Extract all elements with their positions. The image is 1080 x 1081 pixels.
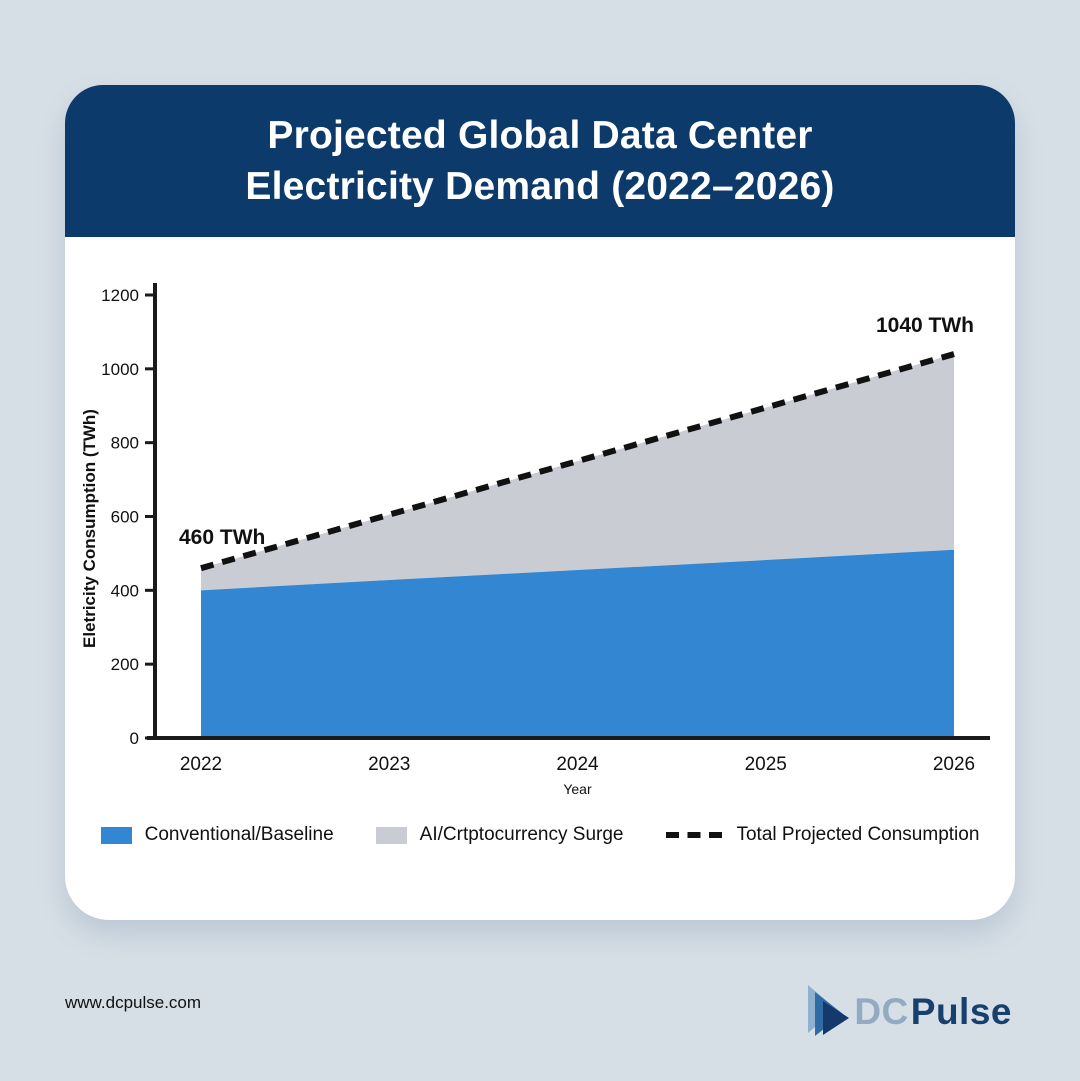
y-tick-label: 800: [111, 434, 139, 453]
y-tick-label: 600: [111, 508, 139, 527]
logo-text-dc: DC: [854, 991, 909, 1032]
y-tick-label: 0: [130, 729, 139, 748]
x-axis-title: Year: [563, 781, 592, 797]
website-url: www.dcpulse.com: [65, 993, 202, 1012]
x-tick-label: 2026: [933, 754, 975, 775]
x-tick-label: 2025: [745, 754, 787, 775]
y-tick-label: 200: [111, 655, 139, 674]
x-tick-label: 2022: [180, 754, 222, 775]
chart-area: 0 200 400 600 800 1000 1200 2022 2023 2024 2025 202…: [65, 270, 1015, 810]
x-tick-label: 2023: [368, 754, 410, 775]
annotation-start-value: 460 TWh: [179, 526, 265, 549]
y-axis-title: Eletricity Consumption (TWh): [80, 409, 99, 648]
y-tick-label: 1000: [101, 360, 139, 379]
x-tick-label: 2024: [556, 754, 599, 775]
baseline-color-swatch: [100, 826, 132, 844]
electricity-demand-chart: 0 200 400 600 800 1000 1200 2022 2023 2024 2025 202…: [80, 283, 990, 797]
dashed-line-swatch: [666, 832, 723, 838]
y-tick-label: 1200: [101, 286, 139, 305]
infographic-card: Projected Global Data Center Electricity…: [65, 85, 1015, 920]
legend-label-baseline: Conventional/Baseline: [144, 824, 334, 845]
dcpulse-logo-icon: [808, 985, 850, 1036]
area-ai-surge: [201, 354, 954, 591]
page-title-line2: Electricity Demand (2022–2026): [245, 165, 835, 208]
legend-item-ai-surge: AI/Crtptocurrency Surge: [375, 824, 624, 846]
legend-label-total: Total Projected Consumption: [736, 824, 980, 845]
legend-item-total: Total Projected Consumption: [665, 824, 979, 846]
legend-item-baseline: Conventional/Baseline: [100, 824, 334, 846]
legend: Conventional/Baseline AI/Crtptocurrency …: [65, 824, 1015, 846]
ai-surge-color-swatch: [375, 826, 407, 844]
page-title-line1: Projected Global Data Center: [267, 114, 813, 157]
area-baseline: [201, 549, 954, 738]
annotation-end-value: 1040 TWh: [876, 314, 974, 337]
logo-text-pulse: Pulse: [910, 991, 1012, 1032]
dcpulse-logo: DC Pulse: [806, 983, 1012, 1041]
y-tick-label: 400: [111, 581, 139, 600]
legend-label-ai-surge: AI/Crtptocurrency Surge: [419, 824, 624, 845]
chart-header: Projected Global Data Center Electricity…: [65, 85, 1015, 237]
